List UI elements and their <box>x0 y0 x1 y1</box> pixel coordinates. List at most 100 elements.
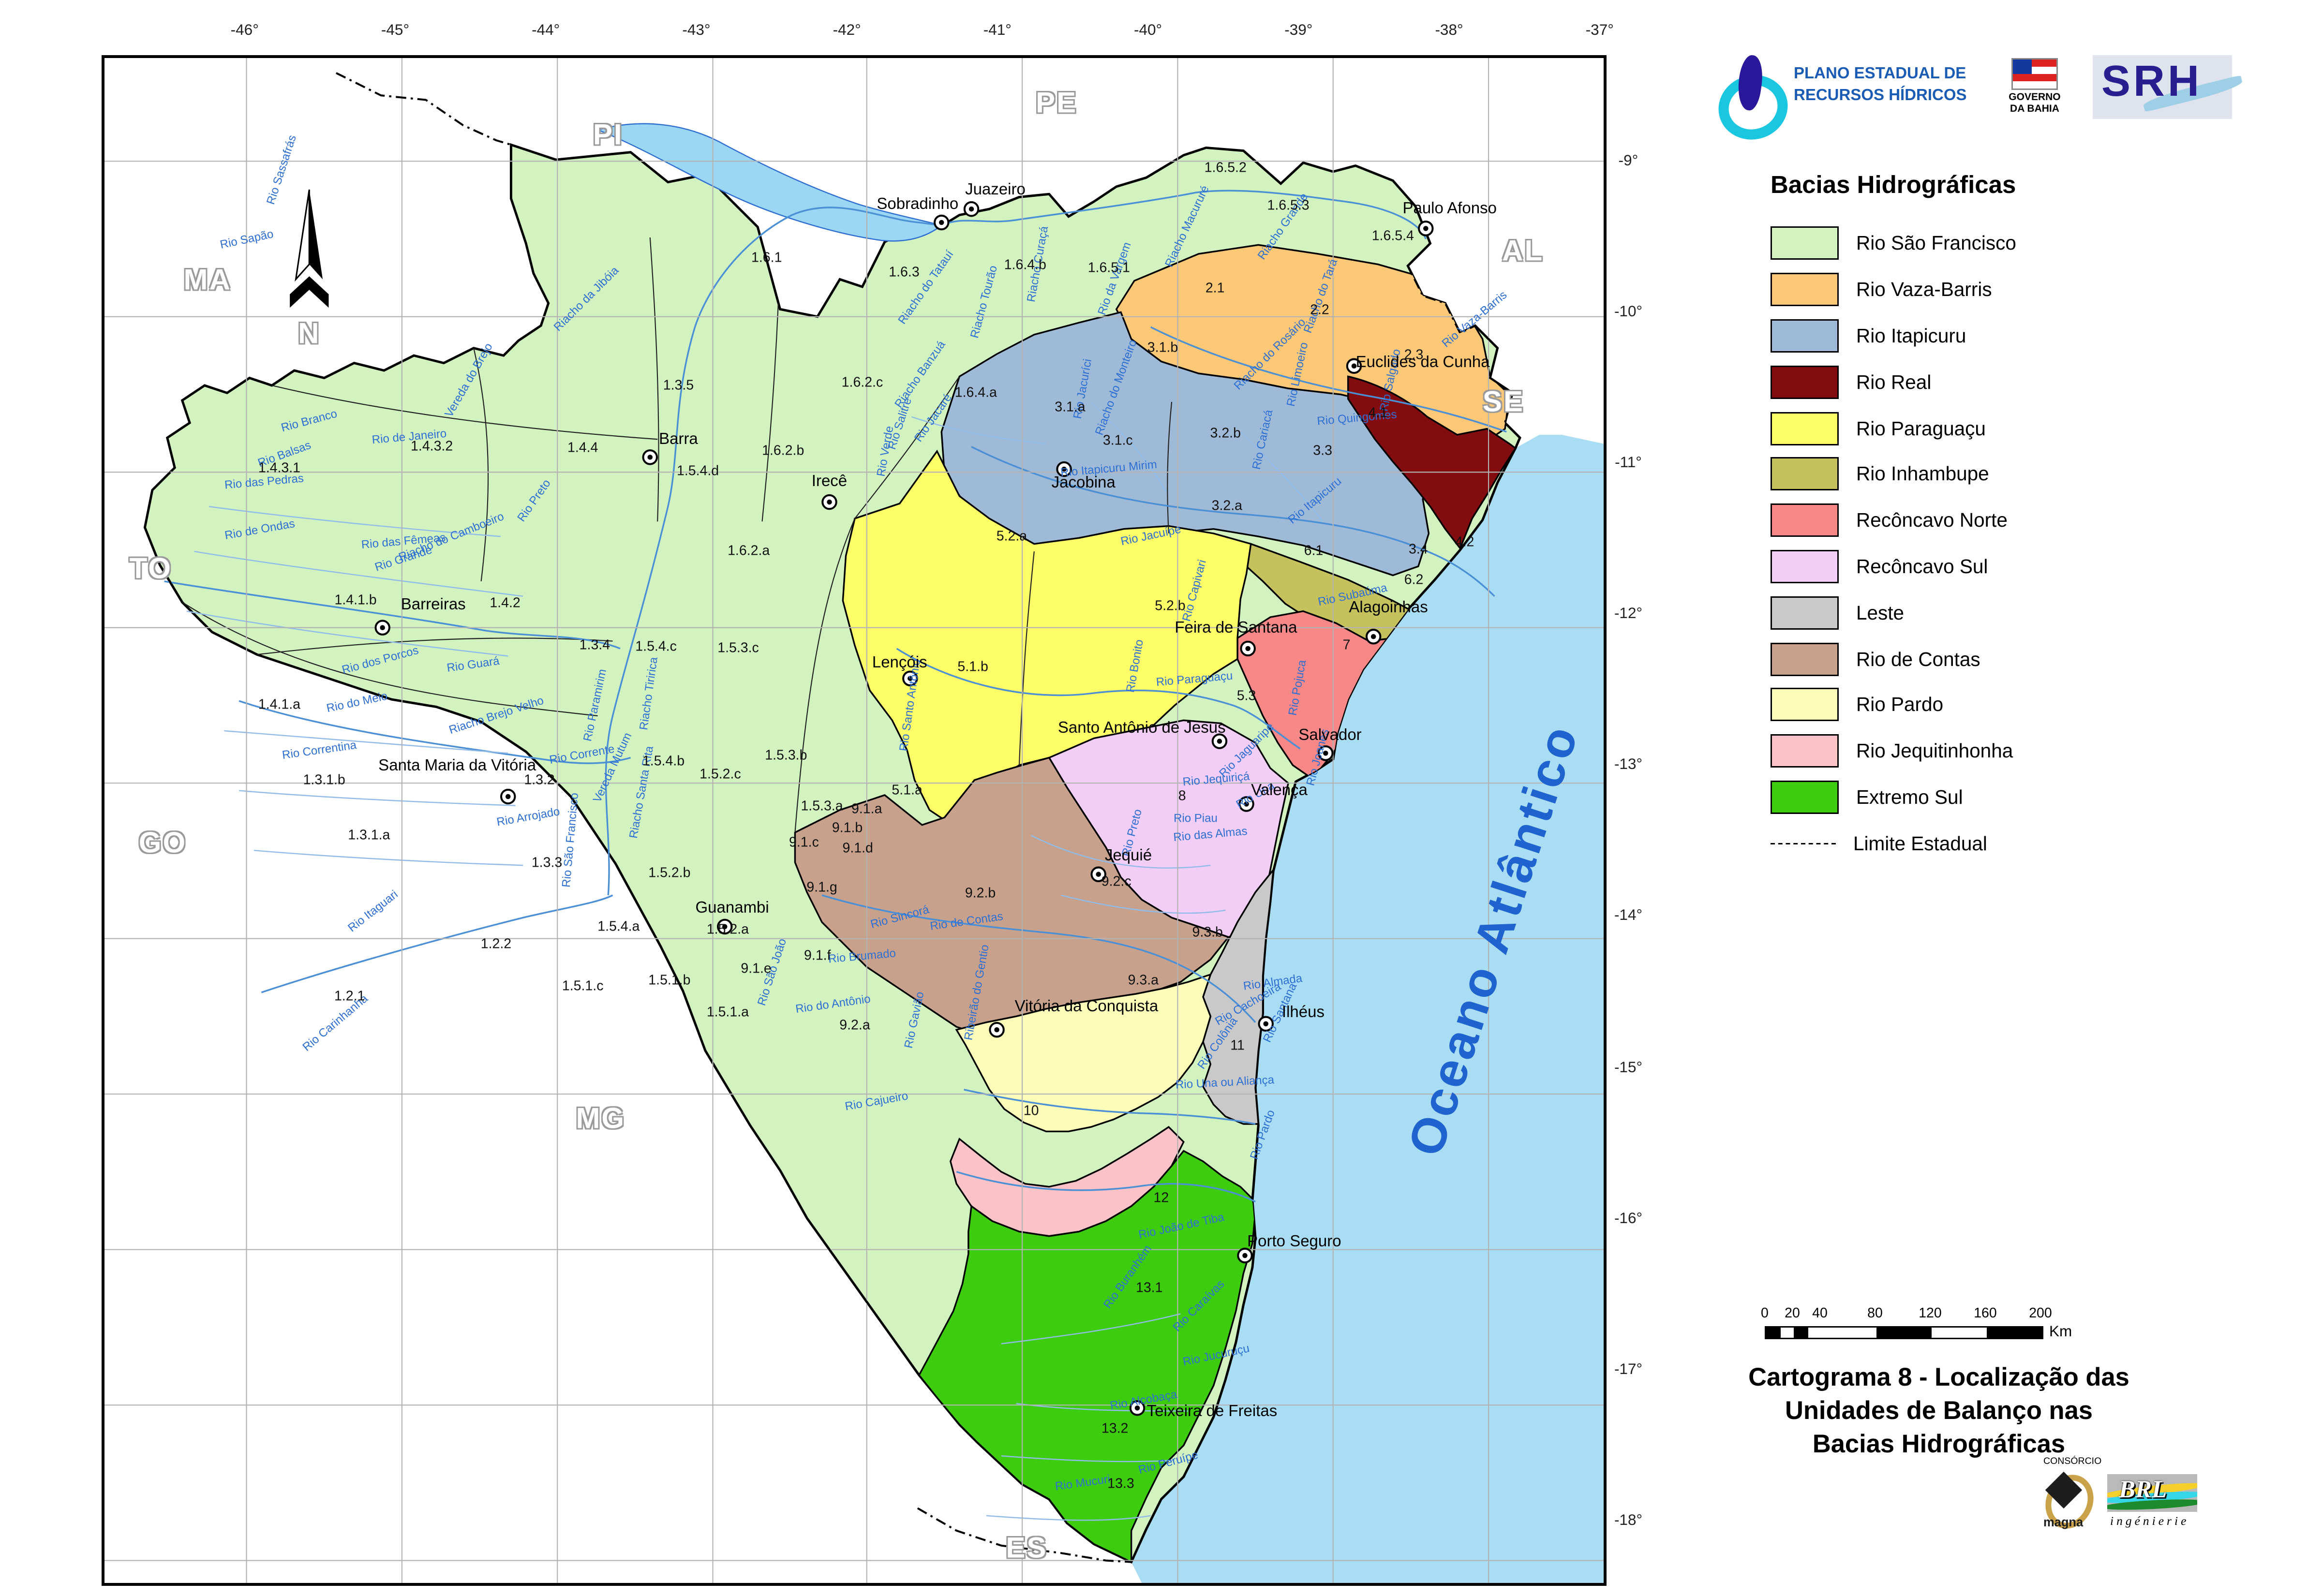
consortium-label: CONSÓRCIO <box>2043 1457 2102 1467</box>
river-lines <box>164 190 1507 1521</box>
magna-label: magna <box>2043 1515 2084 1529</box>
axis-top-tick: -45° <box>381 22 410 39</box>
cartogram-title-line: Unidades de Balanço nas <box>1785 1395 2093 1425</box>
scalebar-tick: 0 <box>1761 1306 1769 1322</box>
header: PLANO ESTADUAL DE RECURSOS HÍDRICOS GOVER… <box>1710 52 2290 149</box>
cartogram-title: Cartograma 8 - Localização das Unidades d… <box>1736 1361 2142 1460</box>
axis-right-tick: -18° <box>1614 1512 1643 1530</box>
legend-label: Rio São Francisco <box>1856 233 2016 255</box>
legend-row-jequitinhonha: Rio Jequitinhonha <box>1771 728 2264 774</box>
plano-estadual-label: PLANO ESTADUAL DE RECURSOS HÍDRICOS <box>1794 65 1967 104</box>
bahia-flag-icon <box>2011 58 2058 90</box>
axis-right-tick: -13° <box>1614 756 1643 774</box>
basin-rio-pardo <box>955 973 1212 1133</box>
legend-swatch-reconcavo_norte <box>1771 503 1839 537</box>
city-dot-Porto Seguro <box>1237 1247 1253 1264</box>
legend-label: Recôncavo Norte <box>1856 509 2008 532</box>
magna-logo: magna <box>2037 1467 2102 1537</box>
city-dot-Alagoinhas <box>1365 629 1382 645</box>
legend-swatch-rio_de_contas <box>1771 642 1839 676</box>
scalebar-segment <box>1780 1328 1794 1338</box>
legend-row-extremo_sul: Extremo Sul <box>1771 774 2264 820</box>
scalebar-segment <box>1821 1328 1876 1338</box>
city-dot-Euclides da Cunha <box>1346 358 1362 374</box>
city-dot-Guanambi <box>717 918 733 935</box>
legend-swatch-itapicuru <box>1771 319 1839 353</box>
limite-estadual-line-icon <box>1771 842 1836 844</box>
city-dots <box>374 201 1434 1416</box>
scalebar-unit: Km <box>2049 1323 2072 1341</box>
city-dot-Juazeiro <box>963 201 980 217</box>
scalebar-segment <box>1932 1328 1987 1338</box>
legend-row-reconcavo_norte: Recôncavo Norte <box>1771 497 2264 543</box>
legend-row-rio_de_contas: Rio de Contas <box>1771 636 2264 682</box>
city-dot-Valença <box>1238 796 1254 812</box>
ocean <box>1131 434 1604 1583</box>
legend-swatch-inhambupe <box>1771 458 1839 491</box>
legend-row-vaza_barris: Rio Vaza-Barris <box>1771 266 2264 312</box>
city-dot-Barreiras <box>374 620 390 635</box>
legend-title: Bacias Hidrográficas <box>1771 171 2016 199</box>
plano-estadual-logo-icon <box>1710 54 1796 149</box>
cartogram-title-line: Cartograma 8 - Localização das <box>1748 1362 2129 1391</box>
city-dot-Jequié <box>1090 866 1106 883</box>
city-dot-Jacobina <box>1056 461 1072 477</box>
scalebar-bar <box>1765 1326 2043 1339</box>
scalebar-segment <box>1876 1328 1932 1338</box>
axis-right-tick: -12° <box>1614 605 1643 623</box>
legend-label: Limite Estadual <box>1853 832 1987 855</box>
city-dot-Sobradinho <box>934 214 950 231</box>
legend-swatch-leste <box>1771 596 1839 630</box>
legend-swatch-jequitinhonha <box>1771 734 1839 768</box>
legend-label: Rio Vaza-Barris <box>1856 279 1992 301</box>
legend-label: Rio Paraguaçu <box>1856 417 1986 439</box>
scalebar-segment <box>1807 1328 1821 1338</box>
legend-row-sao_francisco: Rio São Francisco <box>1771 221 2264 266</box>
axis-top-tick: -40° <box>1134 22 1162 39</box>
scalebar-segment <box>1794 1328 1808 1338</box>
city-dot-Santo Antônio de Jesus <box>1211 733 1228 749</box>
brl-logo: BRL ingénierie <box>2107 1474 2200 1532</box>
state-limit-dashes <box>144 72 1521 1563</box>
axis-top-tick: -44° <box>532 22 560 39</box>
city-dot-Santa Maria da Vitória <box>500 788 516 805</box>
scalebar-segment <box>1987 1328 2042 1338</box>
scalebar-tick: 20 <box>1785 1306 1800 1322</box>
scalebar-tick: 200 <box>2029 1306 2052 1322</box>
compass-icon <box>290 189 329 308</box>
axis-right-tick: -17° <box>1614 1360 1643 1378</box>
city-dot-Ilhéus <box>1258 1016 1274 1032</box>
legend-label: Recôncavo Sul <box>1856 555 1988 577</box>
legend-swatch-real <box>1771 365 1839 399</box>
basin-leste <box>1202 867 1275 1125</box>
legend-row-rio_pardo: Rio Pardo <box>1771 682 2264 728</box>
legend-swatch-vaza_barris <box>1771 273 1839 307</box>
legend: Bacias Hidrográficas Rio São Francisco Ri… <box>1771 171 2264 866</box>
axis-top-tick: -38° <box>1435 22 1463 39</box>
basin-real <box>1347 375 1517 550</box>
city-dot-Lençóis <box>902 670 918 687</box>
map-canvas: PI PE MA AL SE TO GO MG ES Rio Sapão Rio Sassafrás… <box>102 55 1607 1586</box>
legend-row-reconcavo_sul: Recôncavo Sul <box>1771 544 2264 590</box>
axis-top-tick: -42° <box>833 22 861 39</box>
city-dot-Salvador <box>1318 745 1334 761</box>
cartogram-title-line: Bacias Hidrográficas <box>1812 1428 2066 1458</box>
legend-row-paraguacu: Rio Paraguaçu <box>1771 405 2264 451</box>
map-svg <box>104 58 1604 1583</box>
legend-label: Rio Jequitinhonha <box>1856 740 2013 762</box>
graticule <box>104 58 1604 1583</box>
city-dot-Feira de Santana <box>1240 640 1256 657</box>
legend-label: Rio Inhambupe <box>1856 463 1989 486</box>
legend-row-real: Rio Real <box>1771 359 2264 405</box>
axis-top-tick: -43° <box>682 22 711 39</box>
axis-right-tick: -16° <box>1614 1210 1643 1227</box>
scalebar-segment <box>1766 1328 1780 1338</box>
axis-top-tick: -46° <box>230 22 259 39</box>
city-dot-Teixeira de Freitas <box>1129 1400 1146 1416</box>
scalebar-tick: 40 <box>1812 1306 1828 1322</box>
legend-label: Rio de Contas <box>1856 648 1980 670</box>
srh-label: SRH <box>2101 58 2203 106</box>
legend-row-inhambupe: Rio Inhambupe <box>1771 451 2264 497</box>
basin-paraguacu <box>842 449 1252 826</box>
